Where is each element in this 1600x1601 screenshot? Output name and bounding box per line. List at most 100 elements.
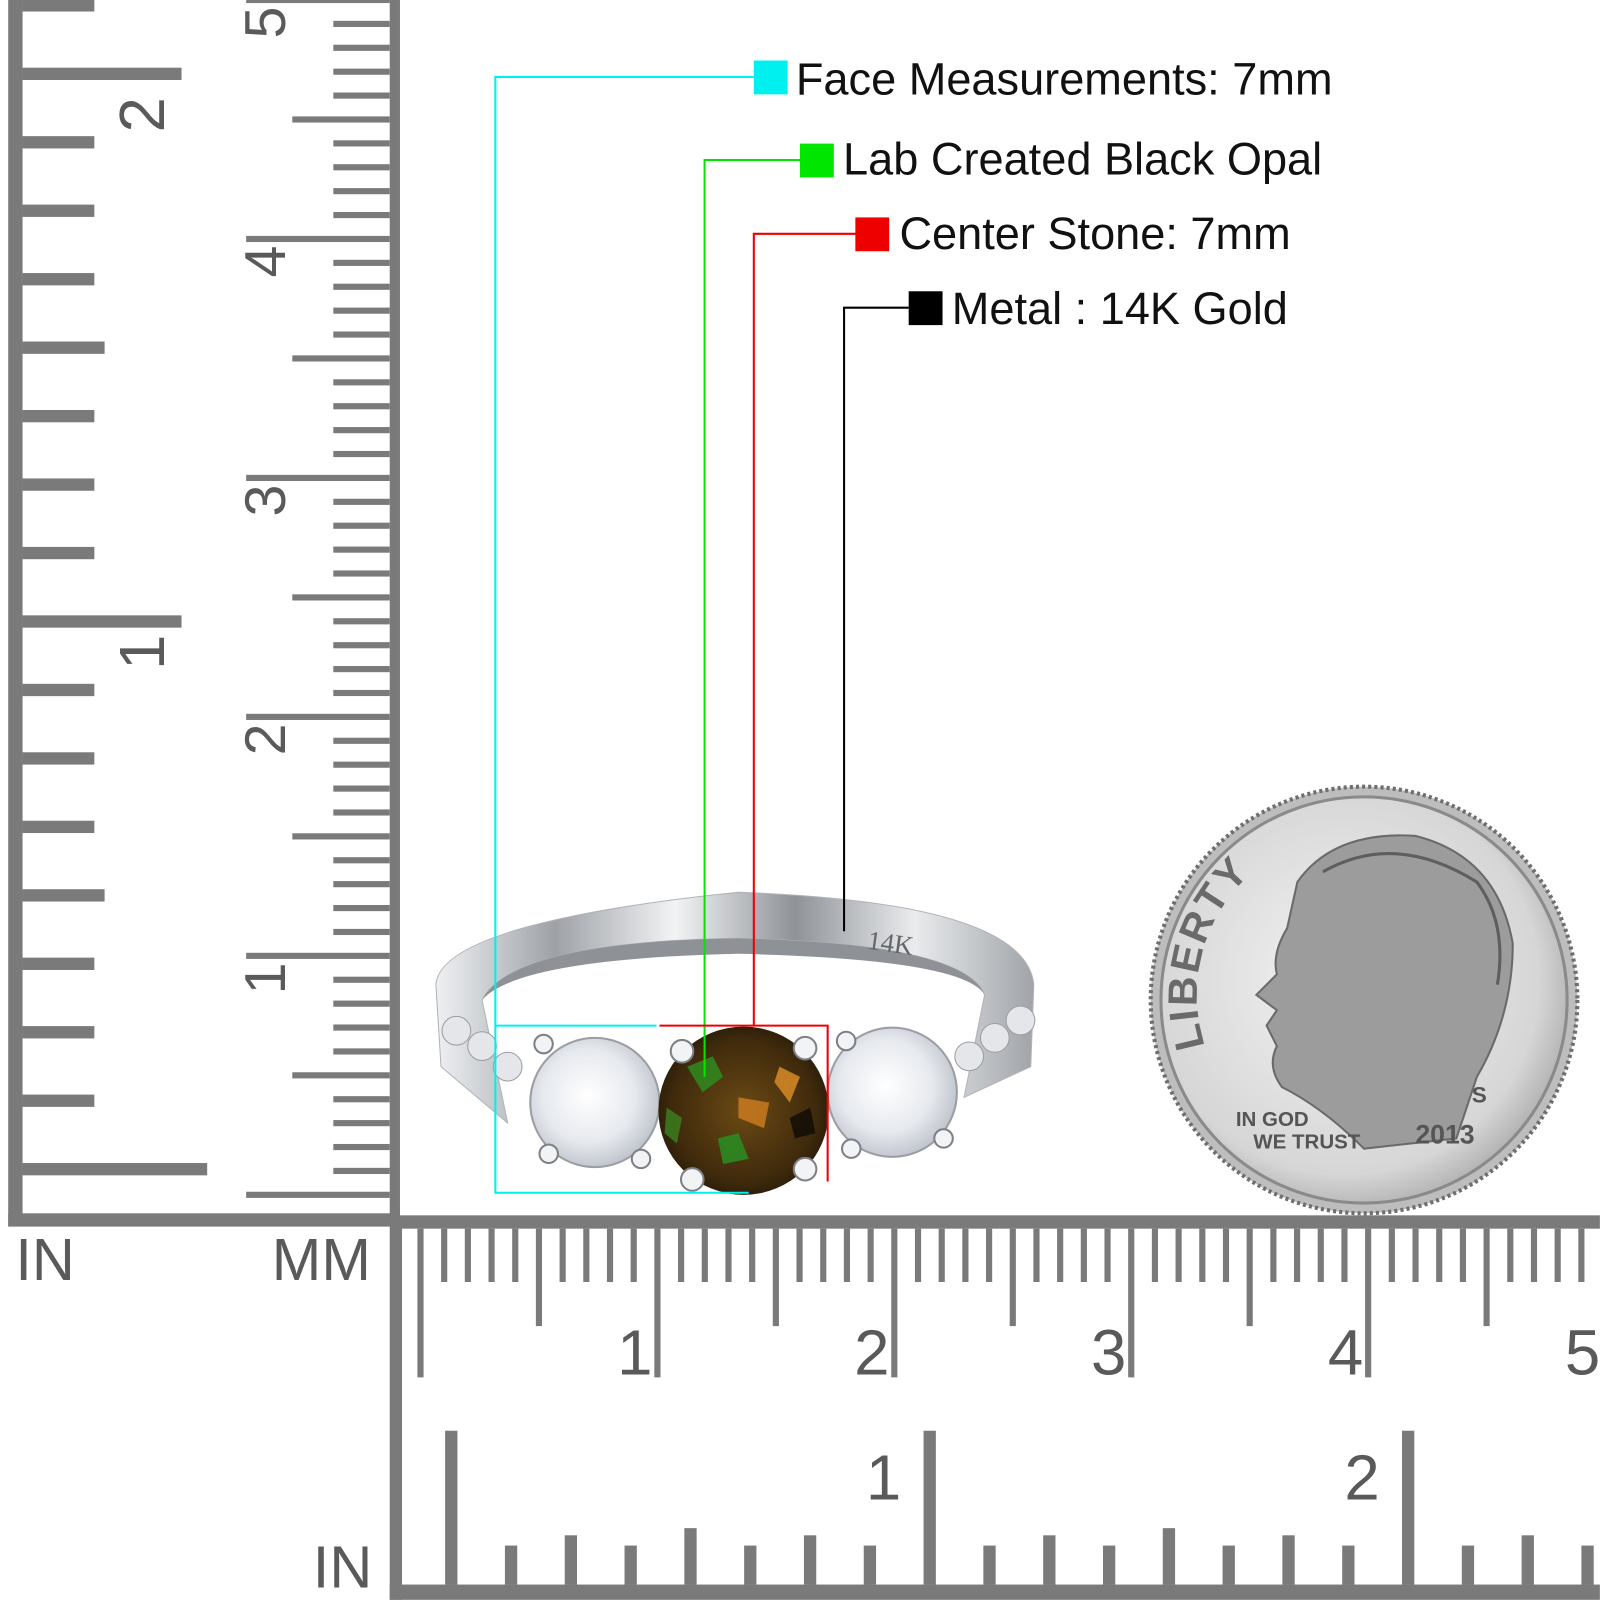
mm-tick [333,188,390,195]
coin-motto-2: WE TRUST [1253,1131,1361,1154]
left-ruler-inch-label: IN [15,1226,75,1294]
bottom-mm-tick [749,1228,756,1282]
bottom-mm-tick [535,1228,543,1327]
bottom-mm-tick [914,1228,922,1282]
inch-tick [22,204,95,217]
bottom-mm-tick [1293,1228,1301,1282]
bottom-mm-tick [1436,1228,1443,1282]
metal-line [843,306,909,932]
mm-tick [333,379,390,386]
bottom-mm-tick [725,1228,732,1282]
mm-tick [333,44,390,51]
left-inch-number: 2 [107,97,178,132]
mm-tick [333,522,390,529]
mm-tick [333,164,390,171]
bottom-mm-tick [678,1228,685,1282]
mm-tick [333,140,390,147]
bottom-inch-tick [803,1535,817,1585]
coin-year: 2013 [1415,1120,1474,1150]
bottom-ruler-top [397,1215,1600,1229]
bottom-inch-number: 2 [1344,1442,1379,1513]
mm-tick [333,283,390,290]
bottom-inch-tick [744,1545,757,1585]
bottom-mm-tick [1507,1228,1514,1282]
face-measurement-line [494,75,754,1194]
bottom-mm-tick [1341,1228,1348,1282]
mm-tick [333,1000,390,1007]
mm-tick [333,689,390,697]
bottom-ruler-inch-label: IN [312,1534,373,1601]
mm-tick [333,1143,390,1151]
bottom-mm-tick [772,1228,779,1327]
left-cm-number: 1 [234,962,298,994]
mm-tick [333,785,390,792]
legend-stone-type: Lab Created Black Opal [843,134,1323,185]
legend-swatch-face [753,60,788,95]
bottom-mm-tick [559,1228,566,1282]
bottom-mm-tick [701,1228,708,1282]
bottom-mm-tick [1530,1228,1538,1282]
mm-tick [333,427,390,434]
mm-tick [333,307,390,314]
legend-center-stone: Center Stone: 7mm [899,209,1291,260]
bottom-mm-tick [843,1228,851,1282]
bottom-mm-tick [630,1228,637,1282]
bottom-mm-tick [1033,1228,1040,1282]
bottom-mm-tick [488,1228,495,1282]
inch-tick [22,957,95,970]
mm-tick [246,952,390,959]
left-cm-number: 3 [234,485,298,517]
inch-tick [22,546,95,560]
bottom-cm-number: 2 [854,1317,889,1388]
mm-tick [333,20,390,27]
bottom-cm-number: 5 [1565,1317,1600,1388]
bottom-mm-tick [583,1228,590,1282]
mm-tick [333,809,390,816]
bottom-mm-tick [417,1228,424,1378]
ring: 14K [435,891,1036,1195]
left-ruler-mm-label: MM [271,1226,371,1294]
bottom-mm-tick [938,1228,945,1282]
left-cm-number: 5 [234,7,298,39]
coin-mint-mark: S [1472,1083,1487,1108]
mm-tick [333,331,390,338]
mm-tick [333,450,390,458]
bottom-inch-tick [1162,1528,1176,1585]
mm-tick [333,92,390,99]
left-cm-number: 4 [234,246,298,278]
mm-tick [333,1024,390,1031]
mm-tick [292,116,390,123]
inch-tick [22,341,105,354]
legend-swatch-opal [799,143,834,178]
mm-tick [246,0,390,4]
bottom-cm-number: 3 [1091,1317,1126,1388]
metal-stamp: 14K [866,925,916,961]
left-inch-number: 1 [107,635,178,670]
inch-tick [22,409,95,423]
bottom-mm-tick [1317,1228,1324,1282]
bottom-mm-tick [1483,1228,1490,1327]
bottom-mm-tick [1104,1228,1111,1282]
inch-tick [22,478,95,491]
legend-metal: Metal : 14K Gold [951,284,1288,335]
inch-tick [22,615,182,628]
bottom-ruler-edge [389,1220,403,1600]
inch-tick [22,1094,95,1107]
mm-tick [333,1167,390,1175]
bottom-cm-number: 4 [1328,1317,1363,1388]
left-ruler-bottom [8,1213,400,1227]
roosevelt-profile [1254,834,1514,1150]
bottom-mm-tick [962,1228,969,1282]
legend-swatch-center [855,217,890,252]
inch-tick [22,1163,208,1176]
bottom-inch-tick [923,1430,936,1585]
bottom-inch-tick [445,1430,458,1585]
bottom-mm-tick [1578,1228,1585,1282]
bottom-inch-tick [1282,1535,1295,1585]
mm-tick [292,1072,390,1079]
bottom-mm-tick [1057,1228,1064,1282]
inch-tick [22,1026,95,1039]
bottom-inch-tick [1043,1535,1056,1585]
